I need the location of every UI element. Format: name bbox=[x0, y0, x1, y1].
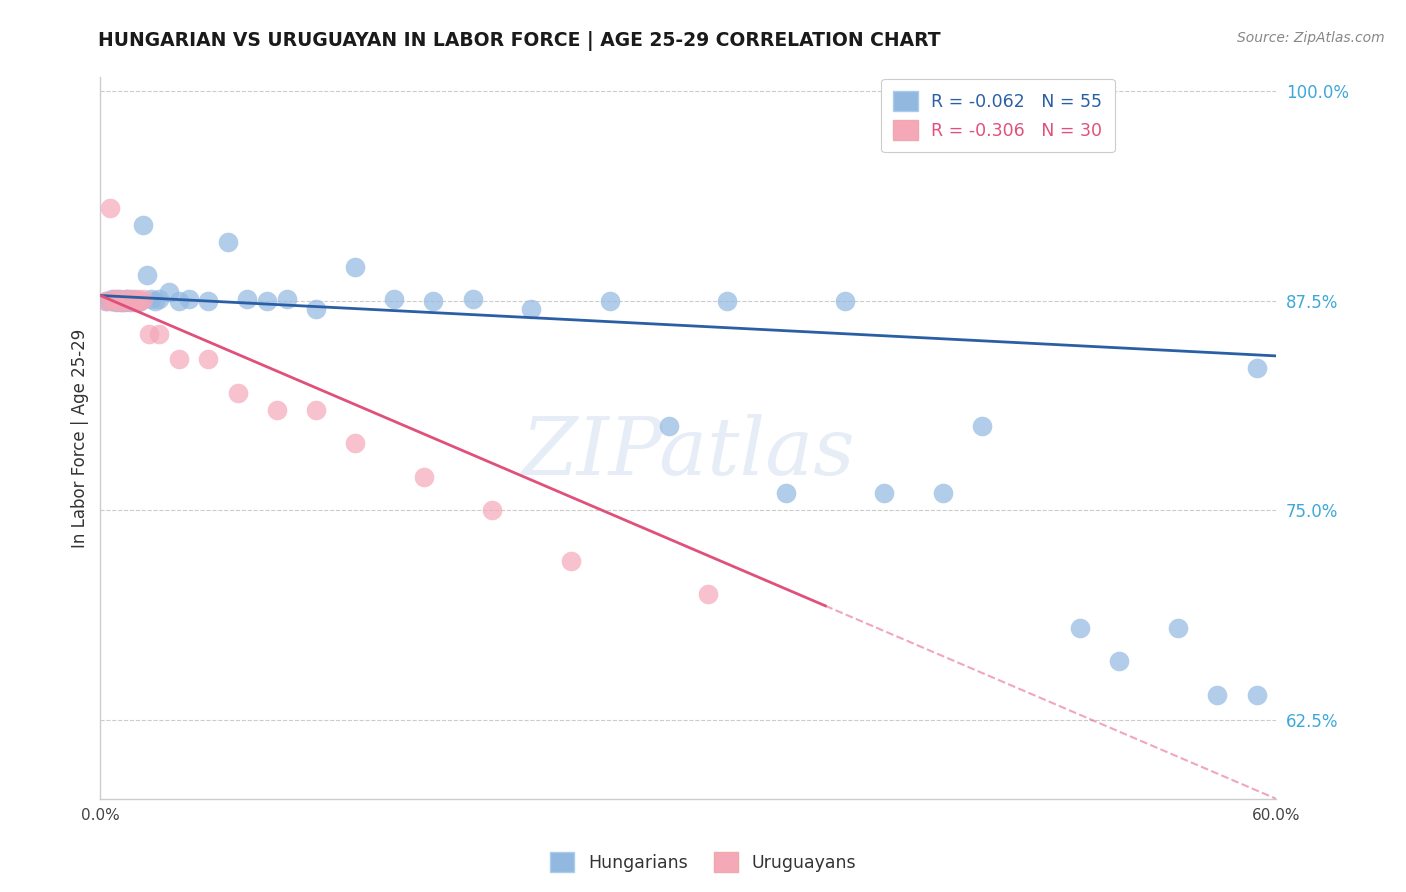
Point bbox=[96, 293, 118, 308]
Point bbox=[96, 293, 118, 308]
Point bbox=[344, 436, 367, 450]
Point bbox=[461, 292, 484, 306]
Point bbox=[382, 292, 405, 306]
Point bbox=[101, 293, 124, 308]
Point bbox=[103, 292, 125, 306]
Point bbox=[128, 293, 150, 308]
Point bbox=[132, 218, 155, 232]
Point bbox=[148, 327, 170, 342]
Point bbox=[105, 295, 128, 310]
Point bbox=[1167, 621, 1189, 635]
Point bbox=[305, 301, 328, 316]
Legend: Hungarians, Uruguayans: Hungarians, Uruguayans bbox=[543, 845, 863, 879]
Point bbox=[107, 292, 129, 306]
Point bbox=[111, 293, 134, 308]
Point bbox=[276, 292, 298, 306]
Point bbox=[124, 293, 146, 308]
Point bbox=[1246, 360, 1268, 375]
Point bbox=[107, 293, 129, 308]
Text: HUNGARIAN VS URUGUAYAN IN LABOR FORCE | AGE 25-29 CORRELATION CHART: HUNGARIAN VS URUGUAYAN IN LABOR FORCE | … bbox=[98, 31, 941, 51]
Point bbox=[114, 293, 136, 308]
Point bbox=[217, 235, 239, 249]
Point bbox=[932, 486, 955, 500]
Point bbox=[112, 293, 135, 308]
Point bbox=[226, 385, 249, 400]
Point bbox=[124, 293, 146, 308]
Point bbox=[108, 292, 131, 306]
Point bbox=[111, 295, 134, 310]
Point bbox=[775, 486, 797, 500]
Point bbox=[305, 402, 328, 417]
Point bbox=[136, 268, 159, 283]
Point bbox=[143, 293, 166, 308]
Point bbox=[138, 327, 160, 342]
Point bbox=[834, 293, 856, 308]
Point bbox=[266, 402, 288, 417]
Point bbox=[98, 293, 121, 308]
Legend: R = -0.062   N = 55, R = -0.306   N = 30: R = -0.062 N = 55, R = -0.306 N = 30 bbox=[882, 78, 1115, 152]
Point bbox=[118, 295, 141, 310]
Point bbox=[422, 293, 444, 308]
Point bbox=[1246, 688, 1268, 702]
Point bbox=[1206, 688, 1229, 702]
Point bbox=[128, 293, 150, 308]
Point bbox=[114, 292, 136, 306]
Point bbox=[118, 292, 141, 306]
Point bbox=[167, 352, 190, 367]
Point bbox=[599, 293, 621, 308]
Point bbox=[108, 295, 131, 310]
Point bbox=[412, 469, 434, 483]
Point bbox=[112, 295, 135, 310]
Y-axis label: In Labor Force | Age 25-29: In Labor Force | Age 25-29 bbox=[72, 328, 89, 548]
Point bbox=[105, 293, 128, 308]
Point bbox=[873, 486, 896, 500]
Point bbox=[122, 292, 145, 306]
Point bbox=[112, 293, 135, 308]
Point bbox=[141, 292, 163, 306]
Point bbox=[560, 553, 582, 567]
Point bbox=[520, 301, 543, 316]
Point bbox=[1108, 654, 1130, 668]
Point bbox=[256, 293, 278, 308]
Point bbox=[481, 503, 503, 517]
Point bbox=[103, 293, 125, 308]
Point bbox=[197, 352, 219, 367]
Point bbox=[132, 292, 155, 306]
Point bbox=[127, 292, 149, 306]
Point bbox=[658, 419, 681, 434]
Point bbox=[167, 293, 190, 308]
Point bbox=[177, 292, 200, 306]
Point bbox=[117, 292, 139, 306]
Point bbox=[344, 260, 367, 274]
Point bbox=[122, 295, 145, 310]
Point bbox=[105, 292, 128, 306]
Point bbox=[972, 419, 994, 434]
Point bbox=[108, 293, 131, 308]
Point bbox=[197, 293, 219, 308]
Point bbox=[114, 292, 136, 306]
Point bbox=[157, 285, 180, 300]
Point bbox=[696, 587, 718, 601]
Point bbox=[121, 293, 143, 308]
Text: ZIPatlas: ZIPatlas bbox=[522, 414, 855, 491]
Point bbox=[127, 295, 149, 310]
Point bbox=[1069, 621, 1091, 635]
Point bbox=[118, 293, 141, 308]
Point bbox=[236, 292, 259, 306]
Point bbox=[101, 292, 124, 306]
Point bbox=[716, 293, 738, 308]
Point bbox=[98, 202, 121, 216]
Point bbox=[121, 293, 143, 308]
Text: Source: ZipAtlas.com: Source: ZipAtlas.com bbox=[1237, 31, 1385, 45]
Point bbox=[148, 292, 170, 306]
Point bbox=[117, 293, 139, 308]
